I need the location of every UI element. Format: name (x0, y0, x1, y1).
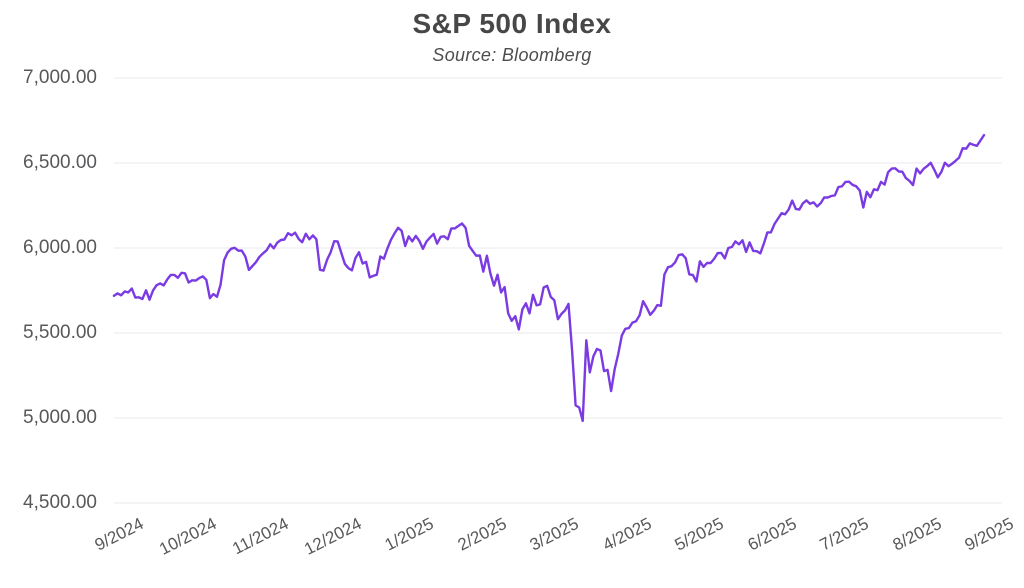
chart-title: S&P 500 Index (412, 8, 612, 39)
y-tick-label: 6,500.00 (23, 152, 97, 173)
chart-subtitle: Source: Bloomberg (432, 45, 592, 65)
y-tick-label: 5,500.00 (23, 322, 97, 343)
y-tick-label: 5,000.00 (23, 407, 97, 428)
y-tick-label: 4,500.00 (23, 492, 97, 513)
gridlines (114, 77, 1002, 504)
y-tick-label: 6,000.00 (23, 237, 97, 258)
sp500-line-series (112, 133, 986, 423)
y-tick-label: 7,000.00 (23, 67, 97, 88)
